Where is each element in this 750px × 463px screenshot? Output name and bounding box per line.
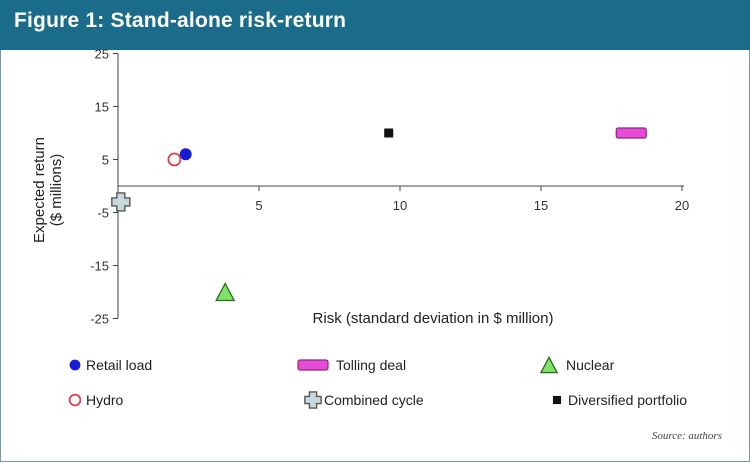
x-tick-label: 10 [393, 198, 407, 213]
retail-load-point [179, 148, 192, 161]
legend-marker [540, 356, 559, 374]
hydro-point [167, 152, 182, 167]
figure-frame [0, 50, 750, 462]
diversified-portfolio-point [384, 128, 394, 138]
combined-cycle-point [111, 192, 131, 212]
grey-plus-icon [304, 391, 322, 409]
legend-label: Diversified portfolio [568, 392, 688, 408]
x-tick-label: 5 [255, 198, 262, 213]
x-tick-label: 15 [534, 198, 548, 213]
source-note: Source: authors [651, 430, 722, 442]
y-tick-label: 5 [102, 153, 109, 168]
figure-header: Figure 1: Stand-alone risk-return [0, 0, 750, 50]
y-tick-label: 25 [95, 47, 109, 62]
x-tick-label: 20 [675, 198, 689, 213]
nuclear-point [215, 282, 236, 302]
y-tick-label: -15 [90, 259, 109, 274]
figure-title: Figure 1: Stand-alone risk-return [14, 9, 347, 32]
legend-label: Hydro [86, 392, 124, 408]
legend-label: Tolling deal [336, 357, 407, 373]
legend-marker [297, 359, 329, 371]
legend-label: Retail load [86, 357, 153, 373]
green-triangle-icon [540, 356, 559, 374]
x-axis-title: Risk (standard deviation in $ million) [313, 310, 554, 327]
legend-label: Combined cycle [324, 392, 424, 408]
y-axis-title-line1: Expected return [31, 137, 48, 243]
legend-marker [68, 393, 82, 407]
legend-marker [552, 395, 562, 405]
y-tick-label: -25 [90, 312, 109, 327]
blue-circle-icon [69, 359, 81, 371]
black-square-icon [552, 395, 562, 405]
y-tick-label: -5 [97, 206, 109, 221]
legend-marker [69, 359, 81, 371]
red-open-circle-icon [68, 393, 82, 407]
legend-marker [304, 391, 322, 409]
y-tick-label: 15 [95, 100, 109, 115]
tolling-deal-point [615, 127, 647, 139]
legend-label: Nuclear [566, 357, 615, 373]
magenta-bar-icon [297, 359, 329, 371]
y-axis-title-line2: ($ millions) [48, 154, 65, 227]
